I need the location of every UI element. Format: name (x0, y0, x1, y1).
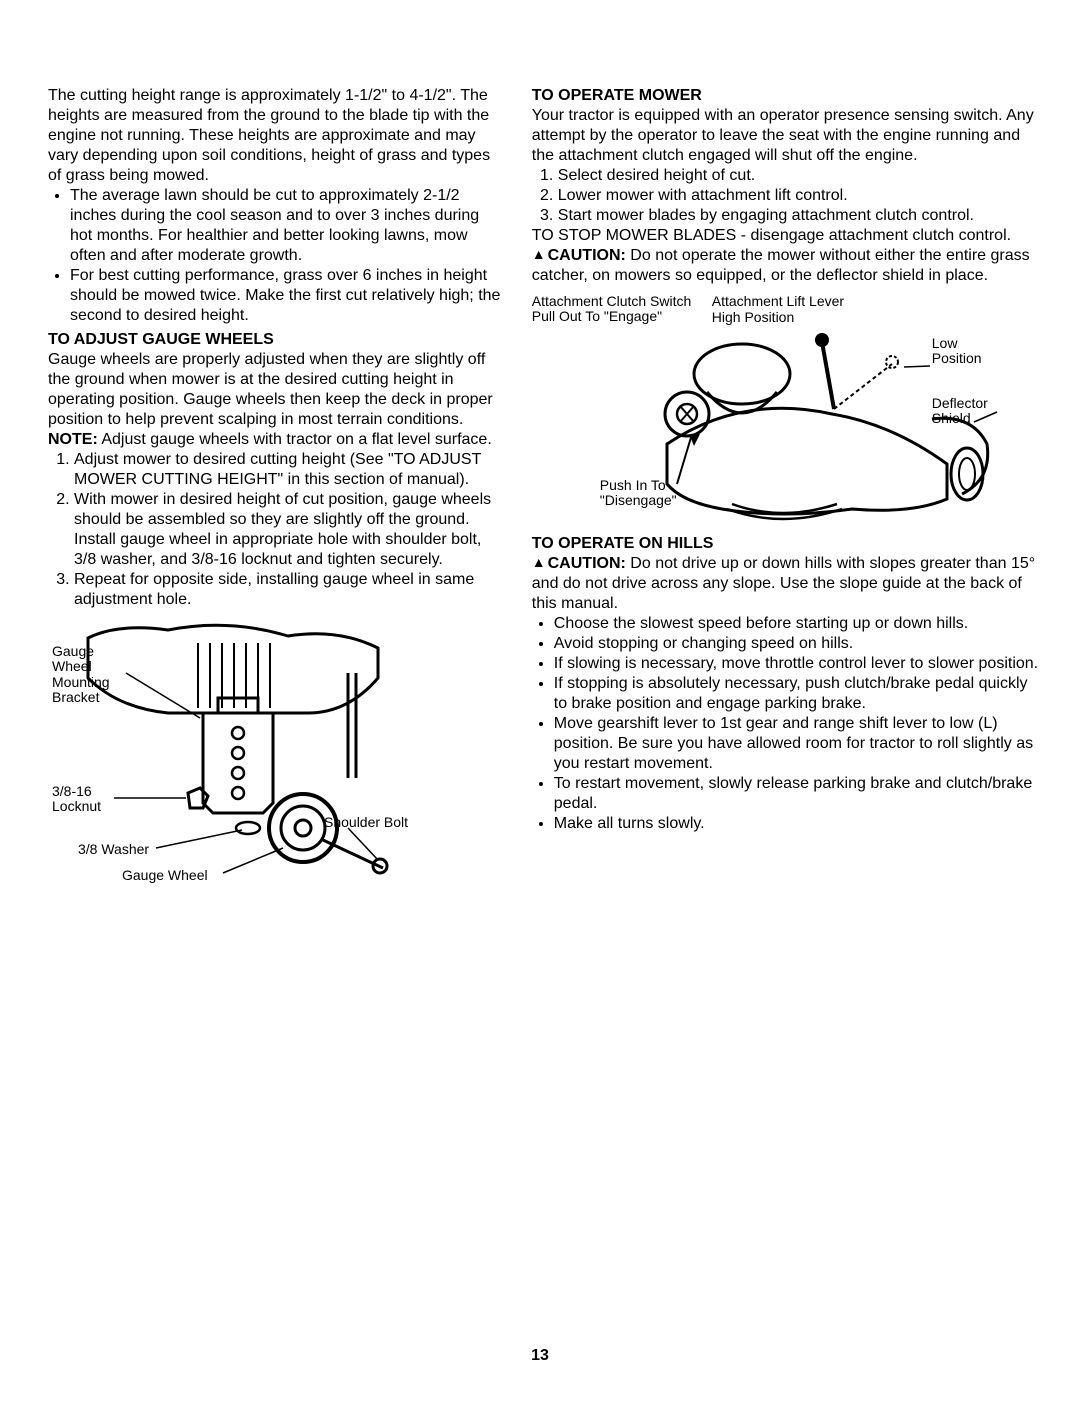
left-column: The cutting height range is approximatel… (48, 86, 506, 898)
figure-label-locknut: 3/8-16 Locknut (52, 784, 122, 815)
list-item: With mower in desired height of cut posi… (74, 490, 506, 570)
list-item: For best cutting performance, grass over… (70, 266, 506, 326)
stop-blades-text: TO STOP MOWER BLADES - disengage attachm… (532, 226, 1038, 246)
list-item: Choose the slowest speed before starting… (554, 614, 1038, 634)
operate-mower-intro: Your tractor is equipped with an operato… (532, 106, 1038, 166)
gauge-wheels-note: NOTE: Adjust gauge wheels with tractor o… (48, 430, 506, 450)
list-item: To restart movement, slowly release park… (554, 774, 1038, 814)
gauge-wheels-steps: Adjust mower to desired cutting height (… (48, 450, 506, 610)
list-item: If stopping is absolutely necessary, pus… (554, 674, 1038, 714)
list-item: Adjust mower to desired cutting height (… (74, 450, 506, 490)
figure-label-shoulder: Shoulder Bolt (324, 815, 408, 830)
figure-label-clutch: Attachment Clutch Switch Pull Out To "En… (532, 294, 702, 325)
caution-label: CAUTION: (532, 555, 626, 572)
operate-mower-heading: TO OPERATE MOWER (532, 86, 1038, 106)
list-item: Avoid stopping or changing speed on hill… (554, 634, 1038, 654)
list-item: The average lawn should be cut to approx… (70, 186, 506, 266)
caution-hills: CAUTION: Do not drive up or down hills w… (532, 554, 1038, 614)
cutting-height-bullets: The average lawn should be cut to approx… (48, 186, 506, 326)
figure-label-wheel: Gauge Wheel (122, 868, 208, 883)
gauge-wheels-heading: TO ADJUST GAUGE WHEELS (48, 330, 506, 350)
figure-label-lift: Attachment Lift Lever (712, 294, 844, 309)
figure-label-washer: 3/8 Washer (78, 842, 149, 857)
figure-label-low: Low Position (932, 336, 1002, 367)
manual-page: The cutting height range is approximatel… (0, 0, 1080, 938)
hills-heading: TO OPERATE ON HILLS (532, 534, 1038, 554)
list-item: Select desired height of cut. (558, 166, 1038, 186)
list-item: If slowing is necessary, move throttle c… (554, 654, 1038, 674)
hills-bullets: Choose the slowest speed before starting… (532, 614, 1038, 834)
caution-label: CAUTION: (532, 247, 626, 264)
cutting-height-intro: The cutting height range is approximatel… (48, 86, 506, 186)
page-number: 13 (0, 1346, 1080, 1366)
gauge-wheels-intro: Gauge wheels are properly adjusted when … (48, 350, 506, 430)
figure-label-bracket: Gauge Wheel Mounting Bracket (52, 644, 130, 706)
caution-operate: CAUTION: Do not operate the mower withou… (532, 246, 1038, 286)
mower-controls-figure: Attachment Clutch Switch Pull Out To "En… (532, 294, 1038, 524)
figure-label-high: High Position (712, 310, 795, 325)
list-item: Lower mower with attachment lift control… (558, 186, 1038, 206)
list-item: Make all turns slowly. (554, 814, 1038, 834)
note-label: NOTE: (48, 431, 98, 448)
figure-label-deflector: Deflector Shield (932, 396, 1002, 427)
right-column: TO OPERATE MOWER Your tractor is equippe… (532, 86, 1038, 898)
list-item: Start mower blades by engaging attachmen… (558, 206, 1038, 226)
gauge-wheel-figure: Gauge Wheel Mounting Bracket 3/8-16 Lock… (48, 618, 506, 898)
figure-label-push: Push In To "Disengage" (600, 478, 700, 509)
note-text: Adjust gauge wheels with tractor on a fl… (98, 431, 492, 448)
list-item: Move gearshift lever to 1st gear and ran… (554, 714, 1038, 774)
list-item: Repeat for opposite side, installing gau… (74, 570, 506, 610)
operate-mower-steps: Select desired height of cut. Lower mowe… (532, 166, 1038, 226)
